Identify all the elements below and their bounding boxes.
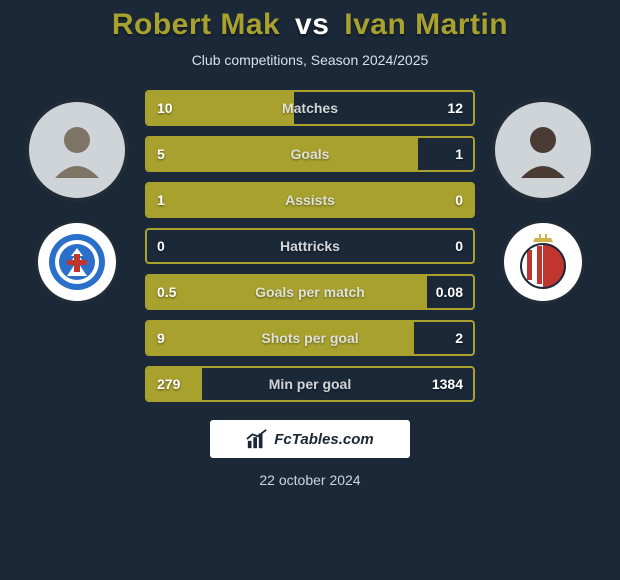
stat-bar-fill xyxy=(147,138,418,170)
player2-club-badge xyxy=(501,220,585,304)
stat-label: Min per goal xyxy=(269,376,351,392)
stat-value-left: 10 xyxy=(157,100,173,116)
stat-value-left: 5 xyxy=(157,146,165,162)
bar-chart-icon xyxy=(246,428,268,450)
stat-bar: 9 Shots per goal 2 xyxy=(145,320,475,356)
stat-value-left: 0 xyxy=(157,238,165,254)
person-icon xyxy=(511,118,575,182)
player1-avatar xyxy=(25,98,129,202)
stats-column: 10 Matches 12 5 Goals 1 1 Assists 0 0 Hattricks 0 0.… xyxy=(145,90,475,402)
player1-name-title: Robert Mak xyxy=(112,8,280,41)
stat-bar: 0.5 Goals per match 0.08 xyxy=(145,274,475,310)
stat-label: Shots per goal xyxy=(261,330,358,346)
stat-value-left: 9 xyxy=(157,330,165,346)
vs-text: vs xyxy=(289,8,335,41)
stat-value-left: 1 xyxy=(157,192,165,208)
stat-bar: 1 Assists 0 xyxy=(145,182,475,218)
right-side-column xyxy=(489,90,597,304)
player2-name-title: Ivan Martin xyxy=(344,8,508,41)
branding-box[interactable]: FcTables.com xyxy=(210,420,410,458)
stat-value-left: 0.5 xyxy=(157,284,176,300)
comparison-card: Robert Mak vs Ivan Martin Club competiti… xyxy=(0,0,620,580)
girona-badge-icon xyxy=(513,232,573,292)
footer-date: 22 october 2024 xyxy=(259,472,360,488)
main-row: 10 Matches 12 5 Goals 1 1 Assists 0 0 Hattricks 0 0.… xyxy=(0,90,620,402)
subtitle: Club competitions, Season 2024/2025 xyxy=(192,52,429,68)
player1-club-badge xyxy=(35,220,119,304)
stat-value-right: 0.08 xyxy=(436,284,463,300)
stat-bar: 5 Goals 1 xyxy=(145,136,475,172)
stat-label: Hattricks xyxy=(280,238,340,254)
stat-value-right: 1384 xyxy=(432,376,463,392)
stat-label: Goals xyxy=(291,146,330,162)
slovan-badge-icon xyxy=(47,232,107,292)
person-icon xyxy=(45,118,109,182)
page-title: Robert Mak vs Ivan Martin xyxy=(112,8,508,42)
branding-label: FcTables.com xyxy=(274,431,373,448)
stat-label: Goals per match xyxy=(255,284,365,300)
stat-value-left: 279 xyxy=(157,376,180,392)
left-side-column xyxy=(23,90,131,304)
player2-avatar xyxy=(491,98,595,202)
stat-value-right: 0 xyxy=(455,238,463,254)
stat-bar: 0 Hattricks 0 xyxy=(145,228,475,264)
stat-label: Assists xyxy=(285,192,335,208)
stat-bar: 10 Matches 12 xyxy=(145,90,475,126)
stat-label: Matches xyxy=(282,100,338,116)
stat-value-right: 0 xyxy=(455,192,463,208)
stat-value-right: 12 xyxy=(447,100,463,116)
stat-value-right: 2 xyxy=(455,330,463,346)
stat-bar: 279 Min per goal 1384 xyxy=(145,366,475,402)
stat-value-right: 1 xyxy=(455,146,463,162)
